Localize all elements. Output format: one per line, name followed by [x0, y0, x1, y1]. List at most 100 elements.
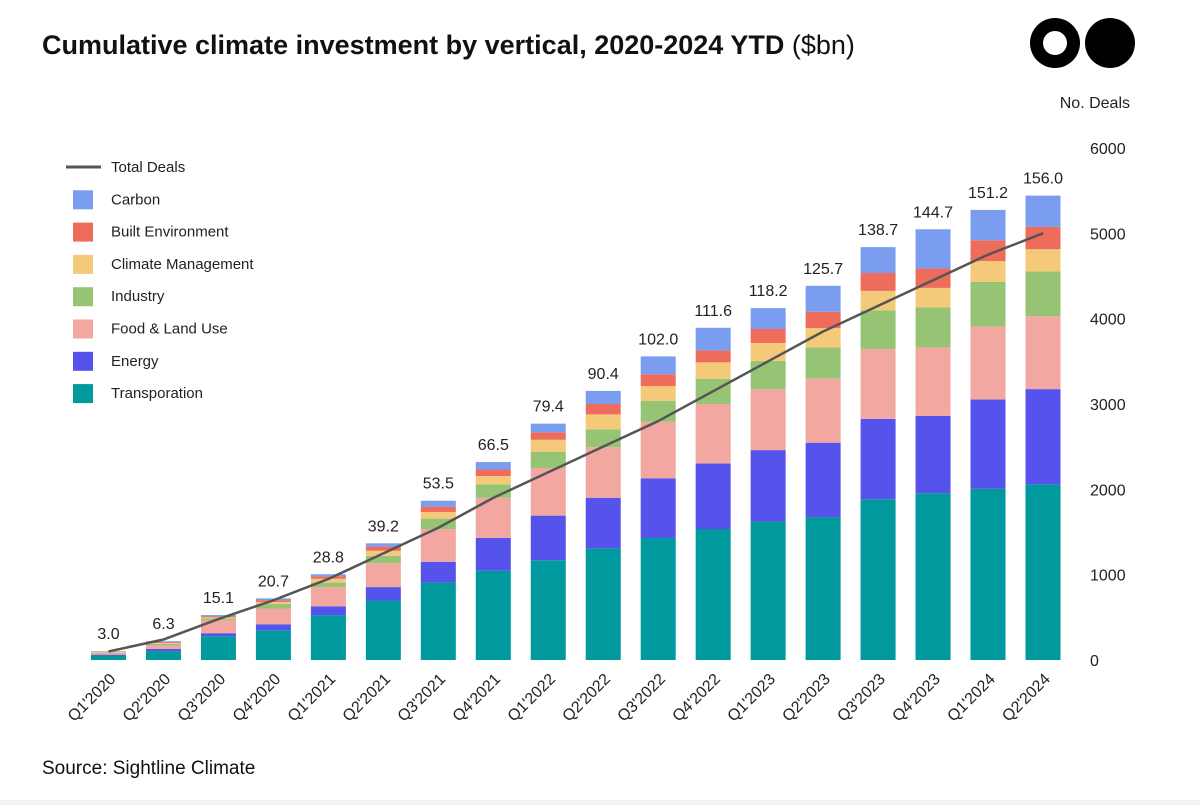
total-label-3: 20.7: [258, 573, 289, 590]
bar-segment-built-environment-16: [970, 240, 1006, 262]
bar-segment-industry-12: [750, 360, 786, 390]
bar-segment-transporation-16: [970, 488, 1006, 660]
bar-segment-industry-13: [805, 347, 841, 379]
bar-segment-climate-management-8: [530, 439, 566, 452]
x-tick-label-8: Q1'2022: [505, 671, 560, 726]
bar-segment-energy-4: [310, 606, 346, 616]
bar-segment-built-environment-8: [530, 432, 566, 440]
legend-label-total-deals: Total Deals: [111, 159, 185, 176]
bar-segment-climate-management-9: [585, 414, 621, 430]
total-label-11: 111.6: [694, 303, 732, 320]
y-right-tick-4: 4000: [1090, 312, 1126, 329]
x-tick-label-3: Q4'2020: [230, 671, 285, 726]
bar-segment-industry-4: [310, 582, 346, 588]
bar-segment-energy-6: [420, 561, 456, 583]
x-tick-label-9: Q2'2022: [560, 671, 615, 726]
bar-segment-transporation-11: [695, 529, 731, 660]
source-note: Source: Sightline Climate: [42, 758, 256, 779]
legend-label-climate-management: Climate Management: [111, 256, 254, 273]
y-right-tick-2: 2000: [1090, 482, 1126, 499]
bar-segment-transporation-17: [1025, 484, 1061, 660]
bar-segment-food-land-use-0: [91, 652, 126, 655]
legend-swatch-industry: [73, 287, 93, 307]
x-tick-label-1: Q2'2020: [120, 671, 175, 726]
x-tick-label-0: Q1'2020: [65, 671, 120, 726]
bar-segment-built-environment-14: [860, 273, 896, 291]
x-tick-label-5: Q2'2021: [340, 671, 395, 726]
bar-segment-built-environment-2: [200, 616, 236, 618]
total-label-8: 79.4: [533, 399, 564, 416]
bar-segment-carbon-6: [420, 500, 456, 507]
bar-segment-transporation-13: [805, 517, 841, 660]
x-tick-label-12: Q1'2023: [725, 671, 780, 726]
bar-segment-industry-1: [145, 643, 181, 646]
bar-segment-built-environment-10: [640, 374, 676, 387]
bar-segment-climate-management-0: [91, 651, 126, 653]
x-tick-label-15: Q4'2023: [889, 671, 944, 726]
y-right-tick-0: 0: [1090, 653, 1099, 670]
bar-segment-industry-9: [585, 429, 621, 448]
total-label-1: 6.3: [152, 616, 174, 633]
total-label-4: 28.8: [313, 549, 344, 566]
bar-segment-built-environment-6: [420, 506, 456, 513]
total-label-14: 138.7: [858, 222, 898, 239]
total-label-12: 118.2: [749, 283, 788, 300]
bar-segment-industry-8: [530, 451, 566, 468]
total-label-2: 15.1: [203, 590, 234, 607]
bar-segment-carbon-7: [475, 462, 511, 470]
x-tick-label-2: Q3'2020: [175, 671, 230, 726]
legend-swatch-food-land-use: [73, 319, 93, 339]
legend-swatch-built-environment: [73, 222, 93, 242]
bar-segment-energy-11: [695, 463, 731, 530]
bar-segment-carbon-12: [750, 308, 786, 329]
bar-segment-energy-17: [1025, 389, 1061, 485]
x-tick-label-4: Q1'2021: [285, 671, 340, 726]
total-label-5: 39.2: [368, 518, 399, 535]
legend-swatch-climate-management: [73, 254, 93, 274]
bar-segment-food-land-use-3: [255, 608, 291, 625]
total-label-17: 156.0: [1023, 171, 1063, 188]
bar-segment-built-environment-7: [475, 469, 511, 477]
bar-segment-climate-management-10: [640, 386, 676, 402]
legend-label-industry: Industry: [111, 288, 165, 305]
bar-segment-carbon-2: [200, 615, 236, 617]
legend-swatch-carbon: [73, 190, 93, 210]
bar-segment-transporation-12: [750, 521, 786, 660]
bar-segment-energy-5: [365, 587, 401, 601]
bar-segment-carbon-17: [1025, 195, 1061, 227]
legend-swatch-transporation: [73, 384, 93, 404]
bar-segment-energy-3: [255, 624, 291, 631]
bar-segment-built-environment-17: [1025, 226, 1061, 250]
bar-segment-transporation-9: [585, 548, 621, 660]
logo-ring-icon: [1030, 18, 1080, 68]
bar-segment-built-environment-1: [145, 642, 181, 644]
bar-segment-carbon-15: [915, 229, 951, 269]
bar-segment-food-land-use-8: [530, 468, 566, 516]
bar-segment-industry-3: [255, 604, 291, 609]
bar-segment-climate-management-17: [1025, 249, 1061, 272]
total-label-13: 125.7: [803, 261, 843, 278]
bottom-divider: [0, 800, 1200, 805]
bar-segment-energy-10: [640, 478, 676, 538]
bar-segment-food-land-use-1: [145, 645, 181, 649]
bar-segment-industry-6: [420, 518, 456, 530]
bar-segment-built-environment-9: [585, 404, 621, 415]
bar-segment-industry-16: [970, 281, 1006, 327]
bar-segment-food-land-use-15: [915, 347, 951, 416]
bar-segment-climate-management-11: [695, 362, 731, 379]
bar-segment-climate-management-4: [310, 578, 346, 583]
bar-segment-carbon-1: [145, 641, 181, 643]
bar-segment-transporation-8: [530, 560, 566, 660]
chart-title-main: Cumulative climate investment by vertica…: [42, 30, 785, 60]
legend-label-energy: Energy: [111, 353, 159, 370]
bar-segment-industry-14: [860, 310, 896, 349]
bar-segment-climate-management-15: [915, 287, 951, 308]
bar-segment-built-environment-12: [750, 328, 786, 343]
bar-segment-carbon-4: [310, 574, 346, 577]
x-tick-label-11: Q4'2022: [670, 671, 725, 726]
y-right-tick-3: 3000: [1090, 397, 1126, 414]
bar-segment-carbon-5: [365, 543, 401, 547]
bar-segment-food-land-use-13: [805, 378, 841, 443]
bar-segment-industry-10: [640, 401, 676, 422]
bar-segment-transporation-14: [860, 499, 896, 660]
